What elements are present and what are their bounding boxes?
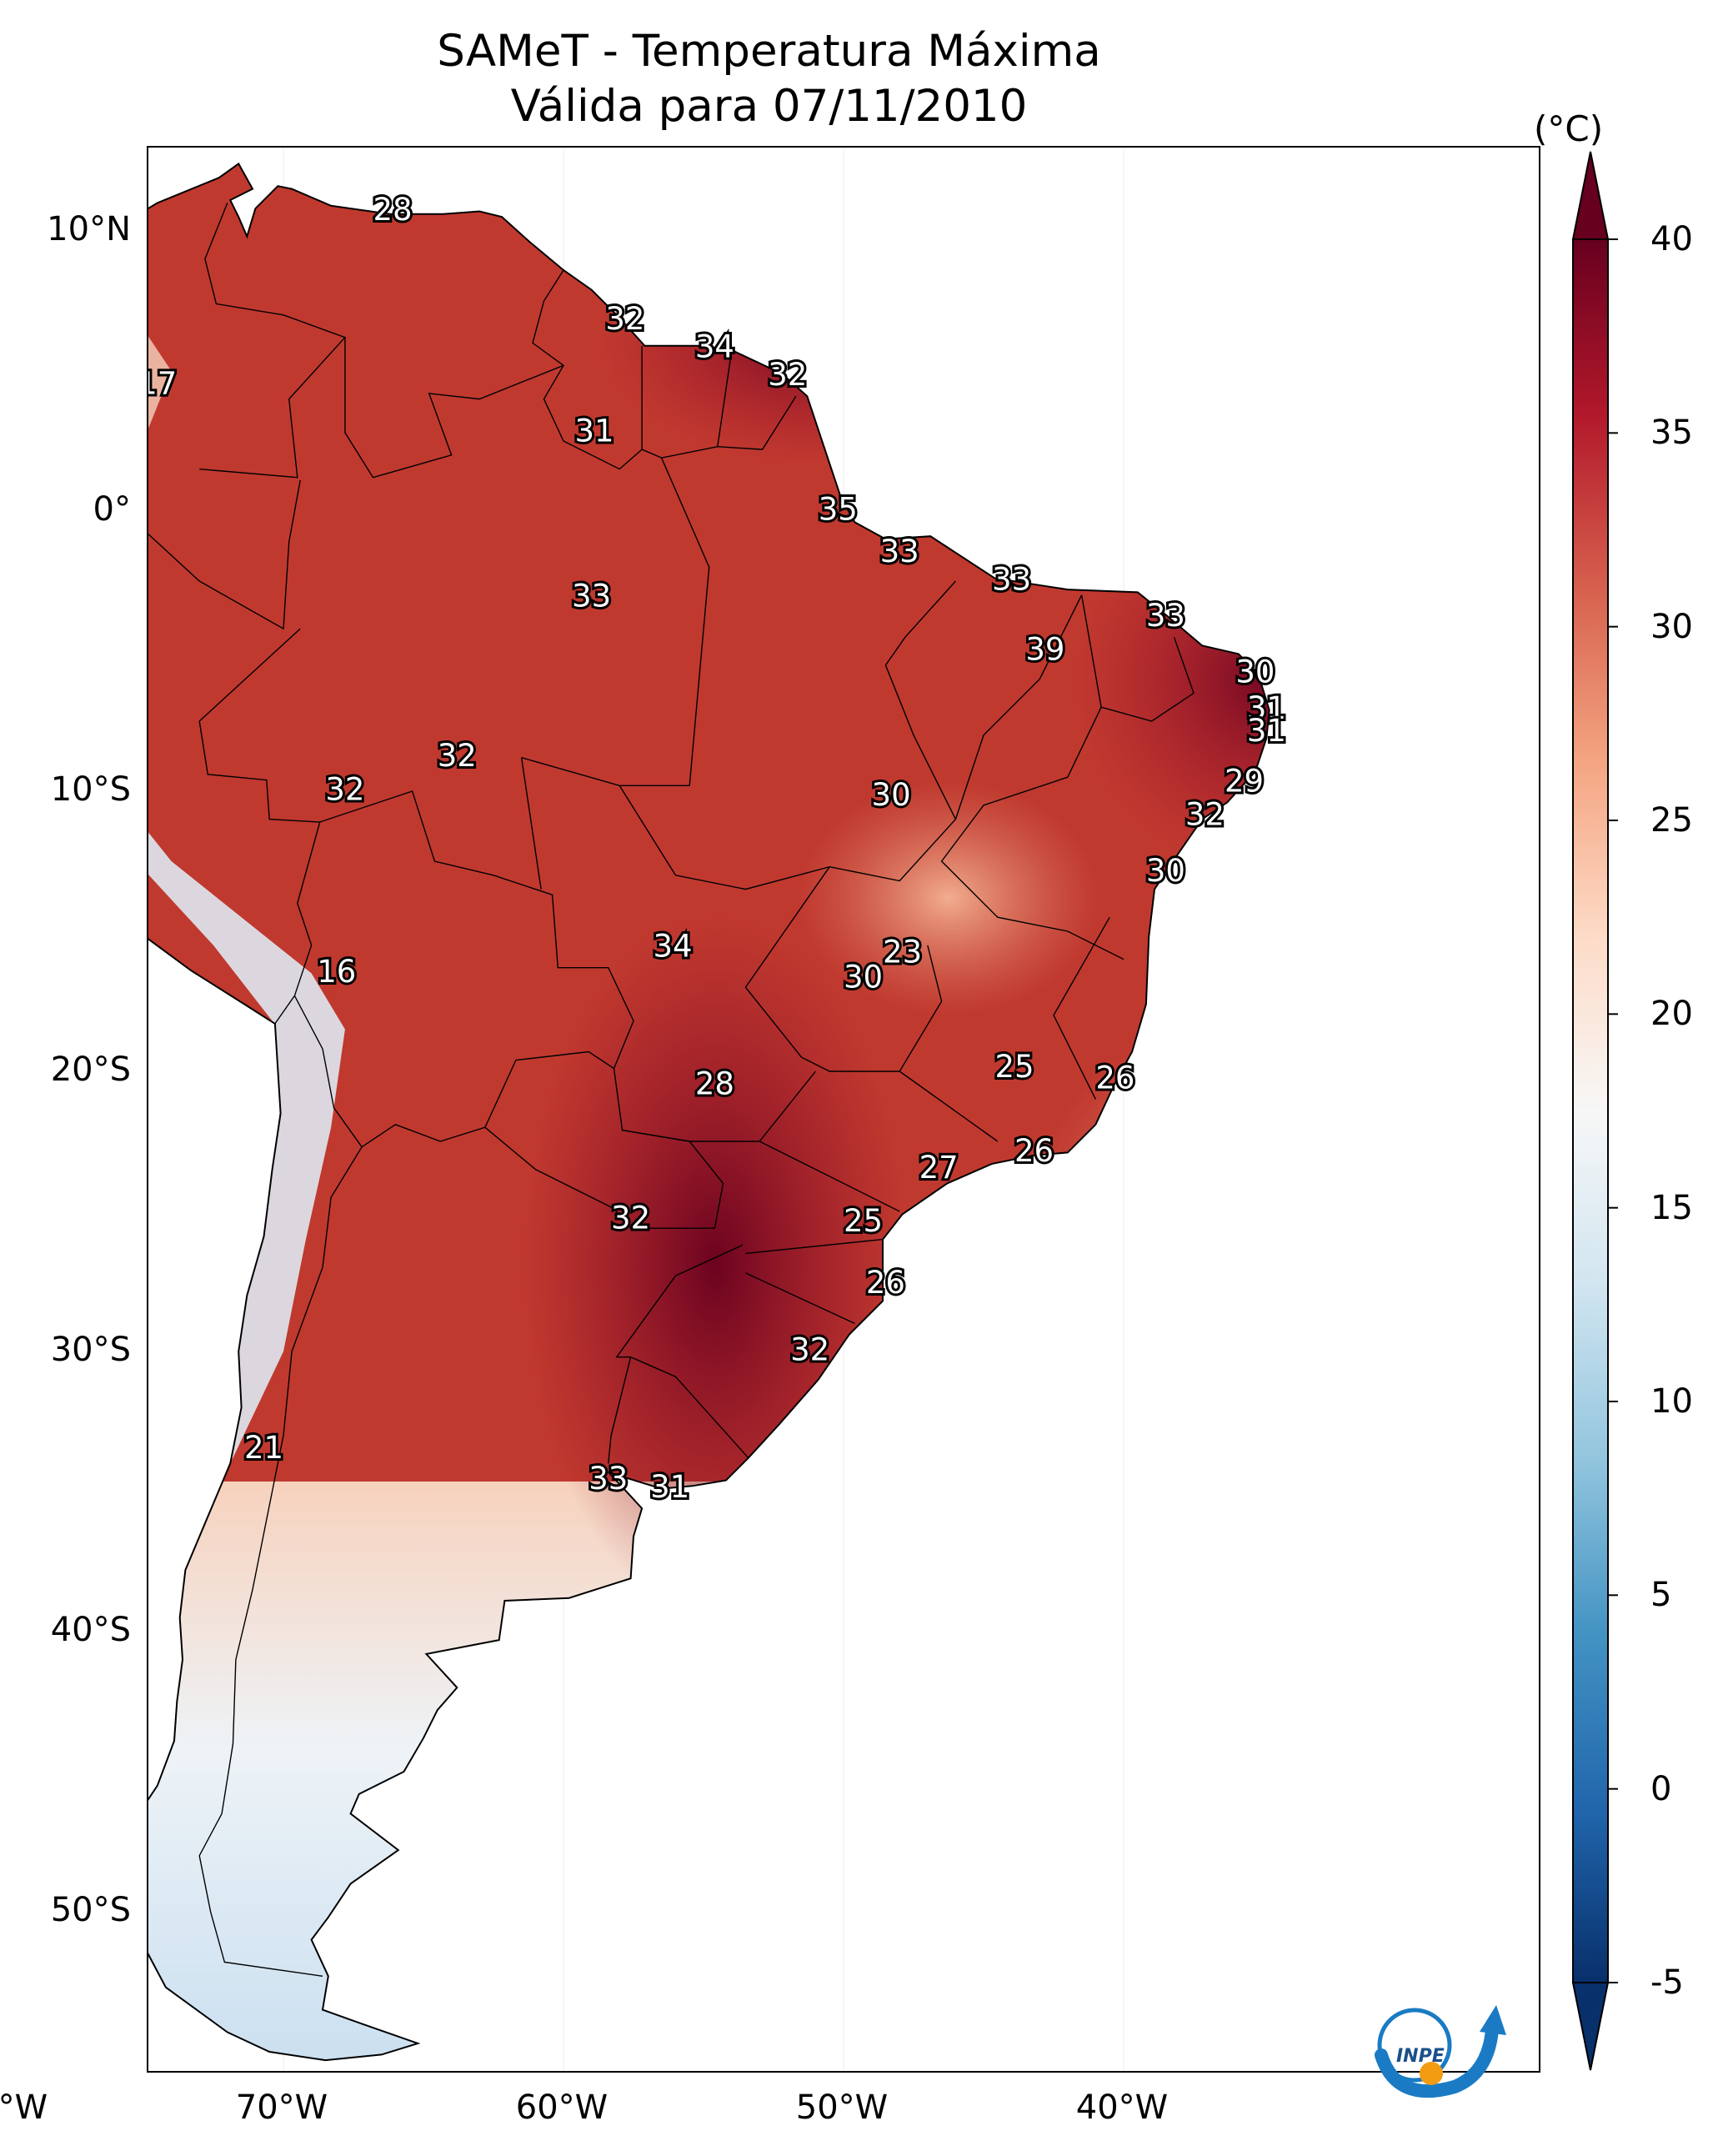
temperature-field (148, 163, 1270, 2061)
temperature-label: 34 (653, 929, 692, 965)
south-america-temperature-map: 2817213234323135333333333930313132323029… (148, 148, 1289, 2071)
temperature-label: 31 (1247, 713, 1286, 749)
temperature-label: 30 (872, 777, 911, 813)
colorbar-unit: (°C) (1534, 108, 1604, 149)
border-line (198, 628, 321, 1025)
latitude-tick-label: 20°S (50, 1050, 131, 1089)
colorbar-tick-label: 40 (1650, 220, 1693, 258)
border-line (759, 1141, 900, 1212)
border-line (899, 1070, 999, 1142)
temperature-label: 26 (1014, 1133, 1054, 1169)
border-line (293, 790, 634, 1148)
temperature-label: 34 (695, 329, 734, 365)
colorbar-tick-label: 0 (1650, 1769, 1672, 1808)
country-borders (148, 203, 1195, 1977)
border-line (619, 785, 956, 890)
border-line (717, 351, 733, 447)
temperature-label: 27 (919, 1150, 959, 1186)
temperature-label: 33 (589, 1461, 628, 1497)
temperature-label: 30 (1235, 654, 1275, 689)
longitude-tick-label: 70°W (235, 2088, 328, 2127)
colorbar (1571, 151, 1618, 2071)
border-line (615, 1244, 749, 1459)
temperature-label: 26 (866, 1265, 905, 1301)
temperature-label: 25 (844, 1203, 883, 1239)
border-line (1080, 594, 1195, 722)
latitude-tick-label: 10°S (50, 770, 131, 809)
temperature-label: 30 (1146, 853, 1185, 889)
border-line (1053, 916, 1110, 1100)
inpe-logo: INPE (1375, 2005, 1506, 2098)
map-panel[interactable]: 2817213234323135333333333930313132323029… (147, 146, 1540, 2073)
colorbar-tick-label: 10 (1650, 1382, 1693, 1421)
temperature-label: 31 (574, 413, 614, 449)
temperature-label: 23 (883, 934, 922, 970)
temperature-label: 33 (880, 534, 919, 569)
border-line (520, 757, 542, 890)
colorbar-tick-label: -5 (1650, 1963, 1684, 2002)
temperature-label: 29 (1225, 763, 1264, 799)
border-line (344, 269, 565, 479)
temperature-label: 33 (1146, 598, 1185, 634)
colorbar-tick-label: 15 (1650, 1188, 1693, 1227)
colorbar-tick-label: 5 (1650, 1576, 1672, 1615)
colorbar-tick-label: 35 (1650, 414, 1693, 453)
temperature-label: 35 (819, 492, 858, 528)
latitude-tick-label: 50°S (50, 1891, 131, 1929)
station-temperature-labels: 2817213234323135333333333930313132323029… (148, 189, 1289, 1507)
temperature-label: 26 (1095, 1060, 1134, 1096)
temperature-label: 30 (844, 960, 883, 995)
border-line (954, 594, 1083, 820)
colorbar-tick-label: 30 (1650, 607, 1693, 646)
latitude-tick-label: 0° (93, 490, 131, 529)
temperature-label: 25 (994, 1049, 1034, 1085)
border-line (744, 866, 943, 1072)
border-line (622, 1070, 816, 1142)
temperature-label: 32 (438, 738, 477, 774)
longitude-tick-label: 60°W (515, 2088, 609, 2127)
border-line (148, 479, 301, 630)
temperature-label: 17 (148, 365, 177, 401)
temperature-label: 31 (650, 1469, 689, 1505)
latitude-tick-label: 40°S (50, 1611, 131, 1649)
temperature-label: 28 (373, 192, 412, 228)
temperature-label: 33 (992, 562, 1031, 598)
temperature-label: 28 (695, 1065, 734, 1101)
temperature-label: 31 (1247, 690, 1286, 726)
latitude-tick-label: 30°S (50, 1331, 131, 1369)
longitude-tick-label: 80°W (0, 2088, 48, 2127)
border-line (745, 1238, 884, 1255)
temperature-label: 32 (605, 301, 644, 337)
temperature-label: 32 (1185, 797, 1225, 833)
temperature-label: 33 (572, 579, 611, 614)
latitude-tick-label: 10°N (47, 210, 131, 248)
border-line (198, 1146, 363, 1977)
border-line (940, 706, 1124, 960)
border-line (884, 580, 957, 820)
temperature-label: 32 (768, 357, 807, 393)
temperature-label: 39 (1025, 632, 1064, 668)
temperature-label: 32 (611, 1201, 650, 1236)
longitude-tick-label: 40°W (1075, 2088, 1169, 2127)
temperature-label: 32 (325, 772, 364, 808)
longitude-tick-label: 50°W (795, 2088, 889, 2127)
temperature-label: 21 (244, 1430, 283, 1466)
border-line (608, 1356, 632, 1464)
temperature-label: 16 (317, 954, 356, 990)
border-line (745, 1272, 855, 1325)
map-title: SAMeT - Temperatura Máxima (437, 26, 1101, 77)
border-line (521, 457, 710, 786)
border-line (199, 203, 347, 479)
map-subtitle: Válida para 07/11/2010 (510, 81, 1028, 132)
colorbar-tick-label: 25 (1650, 801, 1693, 840)
colorbar-tick-label: 20 (1650, 995, 1693, 1034)
temperature-label: 32 (790, 1332, 829, 1368)
svg-text:INPE: INPE (1396, 2046, 1445, 2067)
